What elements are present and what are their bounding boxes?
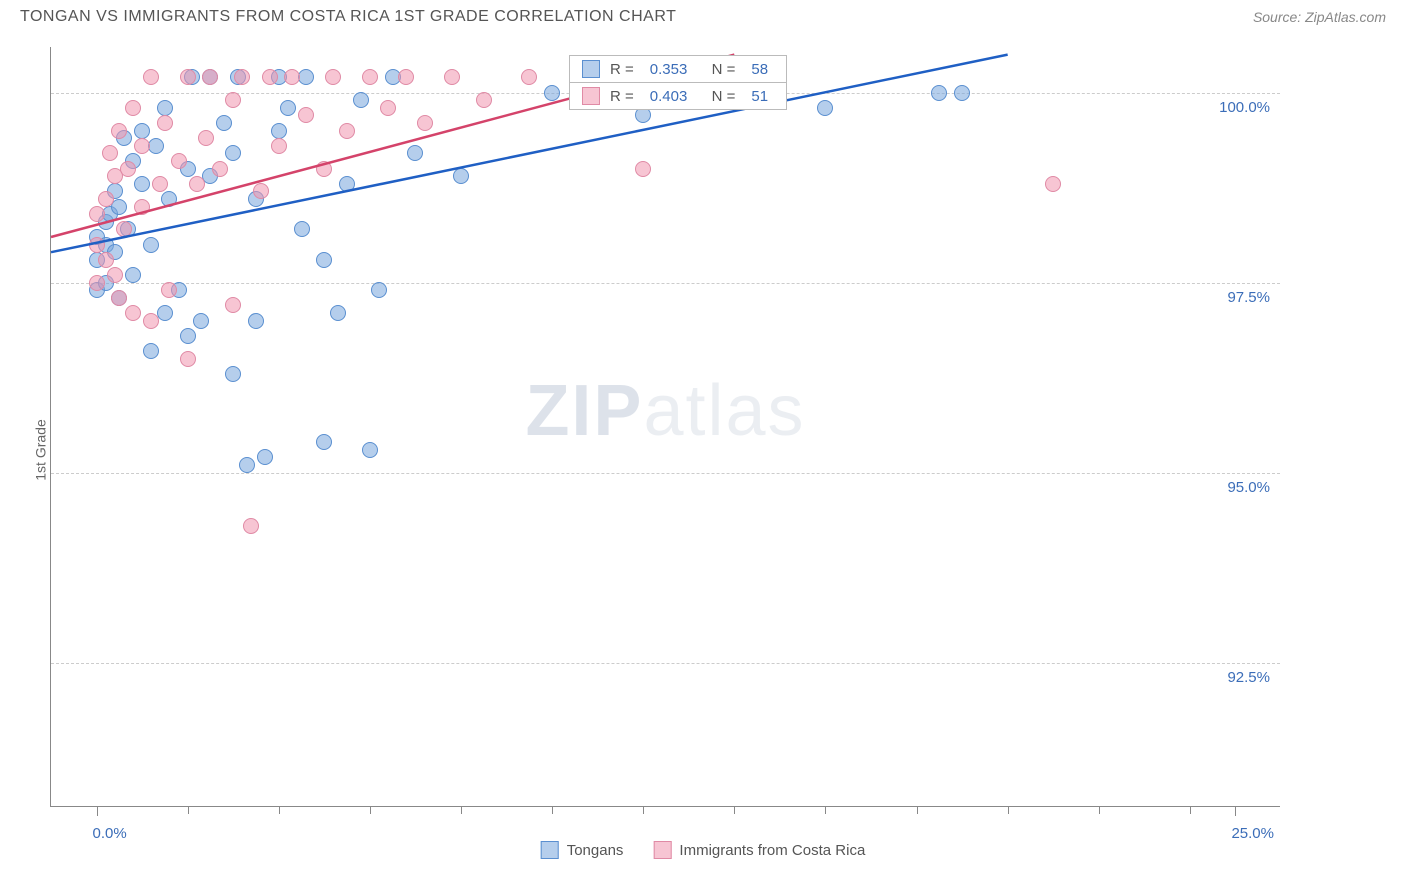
x-tick-major (97, 806, 98, 816)
chart-title: TONGAN VS IMMIGRANTS FROM COSTA RICA 1ST… (20, 8, 676, 26)
chart-container: 1st Grade ZIPatlas 92.5%95.0%97.5%100.0%… (0, 35, 1406, 865)
x-tick-minor (1099, 806, 1100, 814)
stats-r-label: R = (610, 61, 634, 78)
stats-box: R = 0.353 N = 58 R = 0.403 N = 51 (569, 55, 787, 110)
legend-label: Immigrants from Costa Rica (679, 842, 865, 859)
x-tick-label: 0.0% (93, 825, 127, 842)
legend-swatch (653, 841, 671, 859)
stats-n-value: 58 (751, 61, 768, 78)
stats-r-label: R = (610, 88, 634, 105)
x-tick-minor (279, 806, 280, 814)
stats-r-value: 0.403 (650, 88, 688, 105)
trend-lines (51, 47, 1281, 807)
stats-n-label: N = (703, 88, 735, 105)
trend-line (51, 55, 1008, 253)
x-tick-minor (461, 806, 462, 814)
x-tick-minor (825, 806, 826, 814)
stats-row: R = 0.353 N = 58 (570, 56, 786, 83)
stats-n-value: 51 (751, 88, 768, 105)
scatter-plot: ZIPatlas 92.5%95.0%97.5%100.0%0.0%25.0%R… (50, 47, 1280, 807)
y-axis-label: 1st Grade (33, 419, 49, 480)
stats-n-label: N = (703, 61, 735, 78)
legend-label: Tongans (567, 842, 624, 859)
stats-r-value: 0.353 (650, 61, 688, 78)
x-tick-label: 25.0% (1231, 825, 1274, 842)
x-tick-minor (552, 806, 553, 814)
x-tick-minor (188, 806, 189, 814)
x-tick-minor (643, 806, 644, 814)
x-tick-minor (917, 806, 918, 814)
legend-item: Immigrants from Costa Rica (653, 841, 865, 859)
series-swatch (582, 60, 600, 78)
x-tick-minor (734, 806, 735, 814)
series-swatch (582, 87, 600, 105)
x-tick-minor (370, 806, 371, 814)
source-attribution: Source: ZipAtlas.com (1253, 9, 1386, 25)
x-tick-major (1235, 806, 1236, 816)
x-tick-minor (1008, 806, 1009, 814)
x-tick-minor (1190, 806, 1191, 814)
stats-row: R = 0.403 N = 51 (570, 83, 786, 109)
legend-swatch (541, 841, 559, 859)
legend-item: Tongans (541, 841, 624, 859)
legend: Tongans Immigrants from Costa Rica (541, 841, 866, 859)
title-bar: TONGAN VS IMMIGRANTS FROM COSTA RICA 1ST… (0, 0, 1406, 35)
